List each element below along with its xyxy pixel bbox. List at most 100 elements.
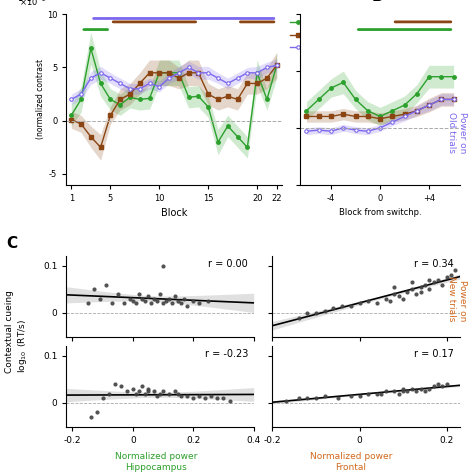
Point	[452, 266, 459, 274]
Hippocampus	[196, 93, 201, 99]
Point	[382, 387, 390, 395]
Point	[321, 307, 328, 314]
Hippocampus	[98, 81, 103, 86]
Point	[347, 392, 355, 400]
Reaction time	[245, 70, 250, 76]
Hippocampus	[225, 123, 231, 129]
Point	[391, 290, 398, 298]
Point	[214, 394, 221, 402]
Line: Hippocampus: Hippocampus	[70, 46, 278, 149]
Hippocampus	[108, 97, 113, 102]
Point	[443, 380, 450, 388]
Point	[135, 387, 143, 395]
Line: Reaction time: Reaction time	[70, 64, 278, 101]
Hippocampus	[68, 112, 74, 118]
Point	[150, 387, 158, 395]
Text: Contextual cueing
$\log_{10}$ (RT/s): Contextual cueing $\log_{10}$ (RT/s)	[5, 291, 28, 373]
Point	[391, 283, 398, 291]
Point	[138, 383, 146, 390]
Hippocampus	[264, 97, 270, 102]
Text: B: B	[372, 0, 384, 4]
Reaction time	[186, 64, 191, 70]
Point	[443, 273, 450, 281]
Point	[219, 394, 227, 402]
Point	[120, 300, 128, 307]
Point	[347, 302, 355, 310]
Reaction time	[264, 64, 270, 70]
Reaction time	[225, 81, 231, 86]
Line: Frontal: Frontal	[70, 64, 278, 149]
Point	[404, 288, 411, 295]
Point	[400, 295, 407, 302]
Point	[159, 262, 167, 269]
Point	[171, 292, 179, 300]
Hippocampus	[245, 145, 250, 150]
Hippocampus	[146, 96, 152, 101]
Point	[165, 295, 173, 302]
Point	[195, 392, 203, 400]
Frontal	[166, 70, 172, 76]
Reaction time	[255, 70, 260, 76]
Hippocampus	[166, 70, 172, 76]
Point	[226, 397, 233, 404]
Point	[129, 297, 137, 305]
Text: r = 0.17: r = 0.17	[414, 349, 454, 359]
Point	[430, 383, 438, 390]
Point	[138, 295, 146, 302]
Point	[190, 297, 197, 305]
Point	[395, 390, 402, 397]
Text: r = -0.23: r = -0.23	[205, 349, 248, 359]
Reaction time	[146, 81, 152, 86]
Point	[338, 302, 346, 310]
Frontal	[245, 81, 250, 86]
Point	[395, 292, 402, 300]
Frontal	[235, 97, 240, 102]
Point	[153, 392, 161, 400]
Point	[282, 397, 289, 404]
Point	[147, 300, 155, 307]
Point	[438, 383, 446, 390]
Point	[126, 295, 134, 302]
Frontal	[146, 70, 152, 76]
Point	[162, 297, 170, 305]
Frontal	[68, 117, 74, 122]
Frontal	[186, 70, 191, 76]
Point	[434, 276, 442, 283]
Point	[156, 390, 164, 397]
Point	[312, 309, 320, 317]
Point	[421, 387, 428, 395]
Frontal	[225, 93, 231, 99]
Frontal	[196, 70, 201, 76]
Point	[190, 394, 197, 402]
Point	[159, 300, 167, 307]
Point	[412, 387, 420, 395]
Point	[205, 297, 212, 305]
Point	[105, 390, 112, 397]
Reaction time	[196, 70, 201, 76]
Reaction time	[176, 70, 182, 76]
Point	[295, 394, 302, 402]
Point	[356, 392, 364, 400]
Hippocampus	[215, 139, 221, 145]
Hippocampus	[118, 102, 123, 108]
Point	[183, 302, 191, 310]
Reaction time	[127, 86, 133, 91]
Hippocampus	[186, 94, 191, 100]
Reaction time	[78, 91, 84, 97]
Point	[321, 392, 328, 400]
Reaction time	[205, 70, 211, 76]
Reaction time	[156, 84, 162, 90]
Point	[426, 385, 433, 392]
Point	[373, 390, 381, 397]
Point	[141, 297, 149, 305]
Point	[408, 385, 416, 392]
Frontal	[274, 63, 280, 68]
Point	[168, 300, 176, 307]
Point	[150, 295, 158, 302]
Point	[438, 281, 446, 288]
Reaction time	[235, 75, 240, 81]
Point	[365, 390, 372, 397]
Frontal	[205, 91, 211, 97]
Reaction time	[137, 86, 143, 91]
Reaction time	[166, 75, 172, 81]
